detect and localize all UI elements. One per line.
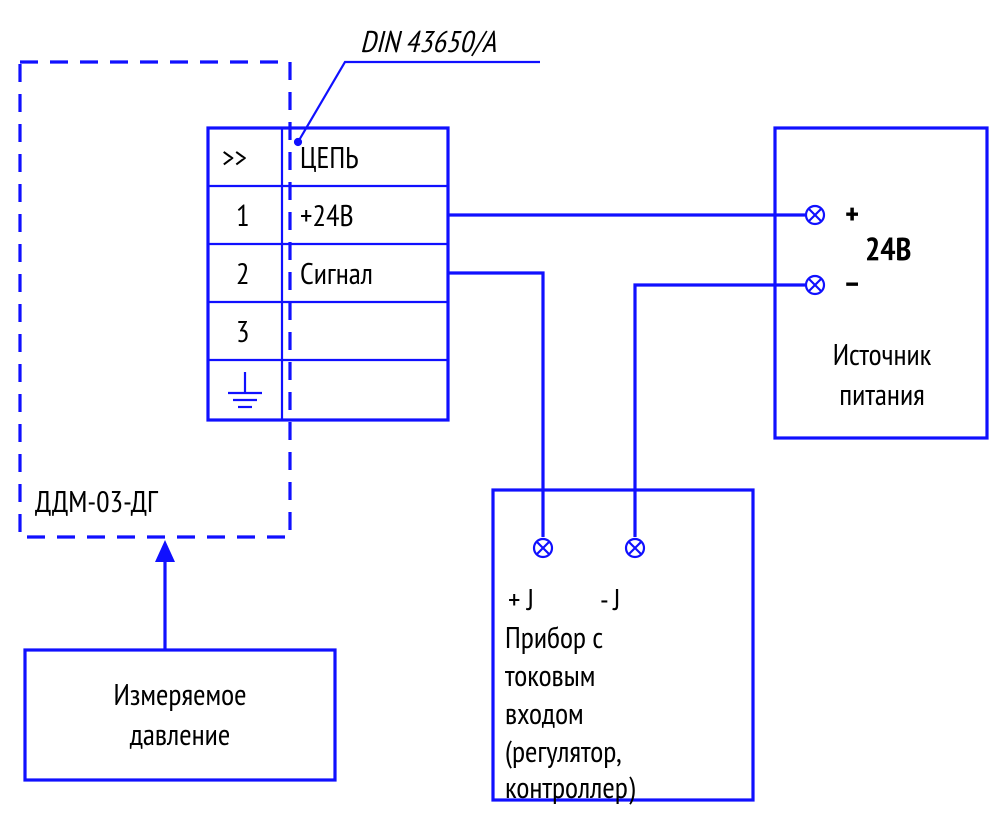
connector-left-3: 3 [236,312,250,351]
power-line1: Источник [833,335,932,374]
callout-leader [295,62,540,145]
sensor-label: ДДМ-03-ДГ [35,482,159,521]
device-line-3: (регулятор, [505,732,622,771]
device-terminal-plus [534,539,552,557]
connector-left-1: 1 [236,196,250,235]
power-voltage: 24В [865,227,911,269]
pressure-arrow [155,540,175,650]
device-terminal-minus [626,539,644,557]
device-line-4: контроллер) [505,768,635,807]
device-line-0: Прибор с [505,618,603,657]
power-terminal-plus [806,206,824,224]
device-line-2: входом [505,694,584,733]
device-plus-label: + J [508,580,534,619]
sensor-box [20,62,290,537]
device-minus-label: - J [600,580,620,619]
connector-left-sym: >> [222,138,247,177]
pressure-line1: Измеряемое [114,675,247,714]
connector-right-0: ЦЕПЬ [300,138,359,177]
connector-right-2: Сигнал [300,254,373,293]
wire-signal-out [448,273,543,537]
power-plus-sign: + [845,192,859,234]
power-minus-sign: − [845,262,859,304]
connector-right-1: +24В [300,196,354,235]
ground-icon [228,372,262,407]
callout-text: DIN 43650/А [360,22,497,61]
power-line2: питания [839,375,924,414]
wire-minus-down [635,285,805,537]
power-terminal-minus [806,276,824,294]
pressure-line2: давление [130,715,230,754]
device-line-1: токовым [505,656,595,695]
connector-left-2: 2 [236,254,250,293]
